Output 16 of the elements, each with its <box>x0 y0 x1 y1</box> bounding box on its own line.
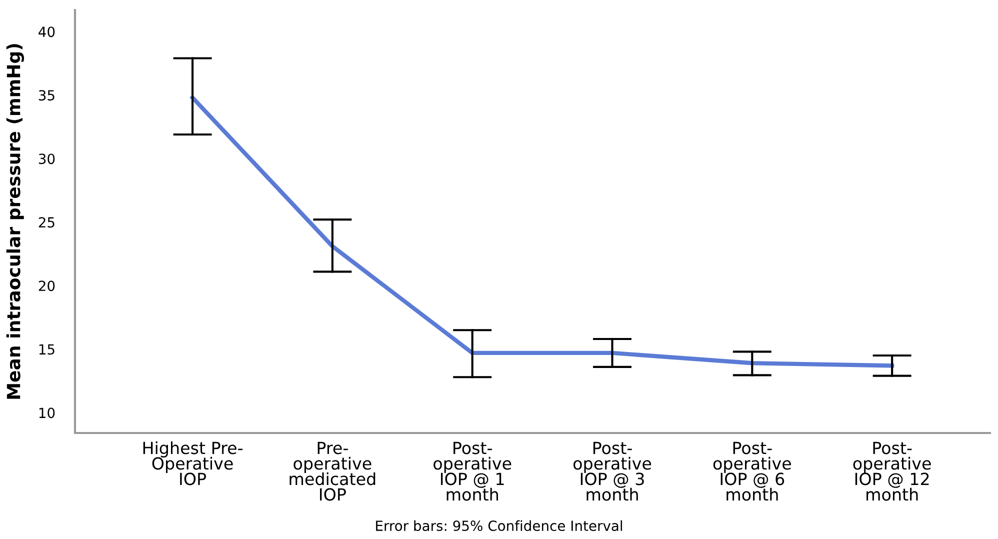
text: Error bars: 95% Confidence Interval <box>376 520 622 532</box>
x-tick-label: Pre- operative medicated IOP <box>290 442 376 501</box>
line-series <box>190 96 894 368</box>
x-tick-label: Post- operative IOP @ 3 month <box>573 442 652 501</box>
x-tick-label: Post- operative IOP @ 6 month <box>713 442 791 501</box>
y-tick-label: 10 <box>39 408 55 418</box>
y-tick-label: 25 <box>38 217 54 228</box>
y-tick-label: 35 <box>38 90 54 101</box>
y-tick-label: 40 <box>38 26 55 38</box>
x-tick-label: Highest Pre- Operative IOP <box>143 441 242 486</box>
y-tick-label: 15 <box>39 344 54 355</box>
y-axis-title: Mean intraocular pressure (mmHg) <box>6 44 24 399</box>
x-tick-label: Post- operative IOP @ 12 month <box>853 442 931 501</box>
x-tick-label: Post- operative IOP @ 1 month <box>434 442 512 501</box>
y-tick-label: 20 <box>38 280 55 292</box>
y-tick-label: 30 <box>38 154 55 164</box>
